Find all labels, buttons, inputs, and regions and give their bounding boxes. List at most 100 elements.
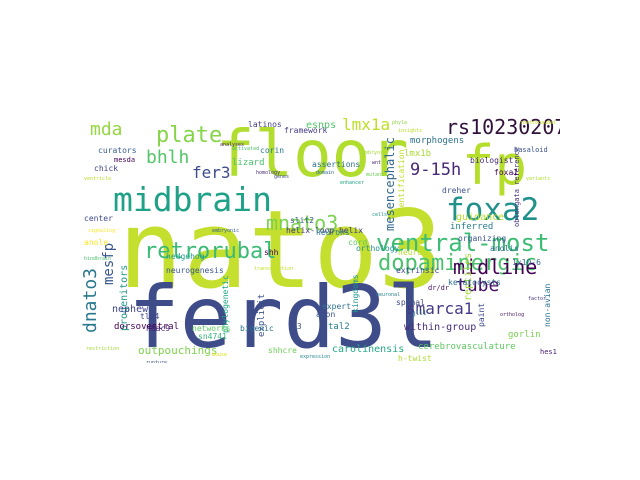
word-foxa1: foxa1 <box>494 168 519 177</box>
word-paint: paint <box>477 302 486 327</box>
word-rostrocaudal: rostrocaudal <box>520 120 557 126</box>
word-center: center <box>84 214 113 223</box>
word-dorsoventral: dorsoventral <box>114 322 180 332</box>
word-dnato3: dnato3 <box>80 267 101 333</box>
word-embryonic: embryonic <box>212 228 240 234</box>
word-networks: networks <box>192 324 231 333</box>
word-floor: floor <box>216 118 409 192</box>
word-bhlh: bhlh <box>146 147 190 168</box>
word-dr-dr: dr/dr <box>428 284 450 292</box>
word-organizing: organizing <box>458 234 507 243</box>
word-neuronal: neuronal <box>376 292 401 298</box>
word-axon: axon <box>316 310 336 319</box>
word-wnt: wnt <box>372 160 382 166</box>
word-hdac9: hdac9 <box>146 324 171 333</box>
word-enhancer: enhancer <box>340 180 365 186</box>
word-neurons: neurons <box>316 228 350 237</box>
word-chick: chick <box>94 164 119 173</box>
word-morphogens: morphogens <box>410 136 465 146</box>
word-variants: variants <box>526 176 551 182</box>
word-1x10-6: 1x10-6 <box>512 258 541 267</box>
word-domain: domain <box>316 170 335 176</box>
word-spinal: spinal <box>396 298 425 307</box>
word-midline: midline <box>453 255 538 279</box>
word-extrinsic: extrinsic <box>396 266 440 275</box>
word-transcription: transcription <box>254 266 294 272</box>
word-mda: mda <box>90 119 123 140</box>
word-activated: activated <box>232 146 260 152</box>
word-smarca1: smarca1 <box>406 299 474 318</box>
word-basaloid: basaloid <box>514 146 548 154</box>
word-fer3: fer3 <box>192 163 231 182</box>
word-embryos: embryos <box>362 150 384 156</box>
word-cerebrovasculature: cerebrovasculature <box>418 342 516 352</box>
word-orthology: orthology <box>356 244 400 253</box>
word-retrorubal: retrorubal <box>144 239 277 264</box>
word-shh: shh <box>264 248 279 257</box>
word-mesda: mesda <box>114 156 136 164</box>
word-within-group: within-group <box>404 322 477 333</box>
word-homology: homology <box>256 170 281 176</box>
word-9-15h: 9-15h <box>410 160 462 180</box>
word-ortholog: ortholog <box>500 312 525 318</box>
word-assertions: assertions <box>312 160 361 169</box>
word-outpouchings: outpouchings <box>138 344 218 357</box>
word-expression: expression <box>300 354 331 360</box>
word-ventral-most: ventral-most <box>376 229 550 257</box>
word-anolis: anolis <box>490 244 519 253</box>
word-inferred: inferred <box>450 222 494 232</box>
word-anole: anole <box>84 238 109 247</box>
word-carolinensis: carolinensis <box>332 344 405 355</box>
word-keratocysts: keratocysts <box>448 278 501 287</box>
word-foxa2: foxa2 <box>446 192 540 228</box>
word-mutant: mutant <box>366 172 385 178</box>
word-v3: v3 <box>292 322 302 331</box>
word-lmx1a: lmx1a <box>342 117 391 134</box>
word-mesfp: mesfp <box>101 242 117 285</box>
word-phyla: phyla <box>392 120 408 126</box>
word-fp: fp <box>462 134 528 197</box>
word-h-twist: h-twist <box>398 354 432 363</box>
word-nato3: nato3 <box>118 188 444 313</box>
word-ventricle: ventricle <box>84 176 112 182</box>
word-helix-loop-helix: helix-loop-helix <box>286 226 364 235</box>
word-reptiles: reptiles <box>463 252 474 301</box>
word-ferd3l: ferd3l <box>128 268 439 363</box>
word-tube: tube <box>456 275 500 296</box>
word-nephew: nephew <box>112 304 149 315</box>
word-hes1: hes1 <box>540 348 557 356</box>
word-gorlin: gorlin <box>508 330 541 340</box>
word-bigenic: bigenic <box>240 324 274 333</box>
word-esnps: esnps <box>306 120 337 131</box>
word-dopaminergic: dopaminergic <box>378 251 537 276</box>
word-genes: genes <box>274 174 290 180</box>
word-analyses: analyses <box>220 142 245 148</box>
word-latinos: latinos <box>248 120 282 129</box>
word-neural: neural <box>398 248 427 257</box>
word-hedgehog: hedgehog <box>166 252 205 261</box>
word-insights: insights <box>398 128 423 134</box>
word-hindbrain: hindbrain <box>84 256 112 262</box>
word-gli1: gli1 <box>412 310 427 317</box>
word-corin: corin <box>260 146 285 155</box>
word-mouse: mouse <box>212 352 228 358</box>
word-cells: cells <box>372 212 388 218</box>
word-shhcre: shhcre <box>268 346 297 355</box>
word-non-avian: non-avian <box>543 283 552 327</box>
word-sn4741: sn4741 <box>198 332 227 341</box>
word-slit2: slit2 <box>290 216 315 225</box>
word-lizard: lizard <box>232 158 265 168</box>
word-cord: cord <box>348 238 368 247</box>
word-plate: plate <box>156 123 223 148</box>
word-tle4: tle4 <box>140 312 160 321</box>
word-midbrain: midbrain <box>113 180 272 219</box>
word-guidance: guidance <box>456 212 505 223</box>
word-framework: framework <box>284 126 328 135</box>
word-rs10230207: rs10230207 <box>446 117 560 139</box>
word-expert: expert <box>322 302 351 311</box>
word-factor: factor <box>528 296 547 302</box>
word-dreher: dreher <box>442 186 471 195</box>
word-mnato3: mnato3 <box>266 211 339 235</box>
word-identification: identification <box>397 149 406 217</box>
word-cloud: nato3 ferd3l floor fp midbrain foxa2 ven… <box>80 117 560 363</box>
